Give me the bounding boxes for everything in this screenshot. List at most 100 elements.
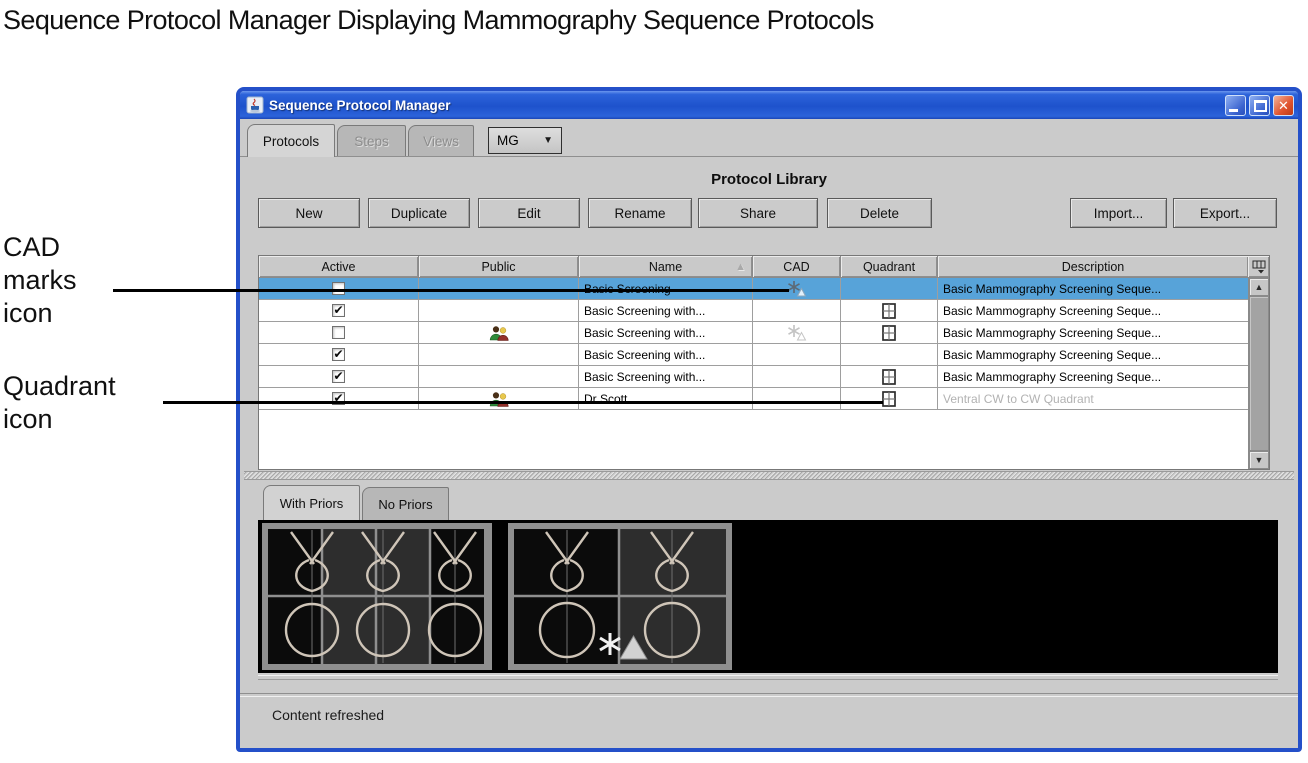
- protocol-table-body: Basic Screening Basic Mammography Screeni…: [259, 278, 1248, 469]
- export-button[interactable]: Export...: [1173, 198, 1277, 228]
- status-message: Content refreshed: [272, 707, 385, 723]
- protocol-library-heading: Protocol Library: [711, 171, 827, 188]
- cell-public: [419, 366, 579, 387]
- cell-description: Basic Mammography Screening Seque...: [943, 325, 1162, 340]
- quadrant-icon: [882, 302, 896, 319]
- cell-active: ✔: [259, 366, 419, 387]
- maximize-button[interactable]: [1249, 94, 1270, 116]
- table-header: Active Public Name ▲ CAD Quadrant Descri…: [259, 256, 1248, 278]
- preview-bottom-groove: [258, 675, 1278, 680]
- preview-cad-marks-icon: [599, 633, 648, 660]
- cell-cad: [753, 344, 841, 365]
- cell-protocol-name: Basic Screening: [579, 278, 753, 299]
- tab-no-priors[interactable]: No Priors: [362, 487, 449, 520]
- cell-quadrant: [841, 278, 938, 299]
- cell-public: [419, 388, 579, 409]
- public-users-icon: [489, 391, 509, 407]
- callout-cad-marks: CAD marks icon: [3, 231, 77, 330]
- close-button[interactable]: ✕: [1273, 94, 1294, 116]
- hanging-protocol-preview: [258, 520, 1278, 673]
- cell-quadrant: [841, 388, 938, 409]
- column-header-name[interactable]: Name ▲: [579, 256, 753, 278]
- tab-steps: Steps: [337, 125, 406, 157]
- callout-cad-line-1: CAD: [3, 232, 61, 262]
- cell-protocol-name: Basic Screening with...: [579, 344, 753, 365]
- cell-protocol-name: Dr Scott: [579, 388, 753, 409]
- tab-with-priors[interactable]: With Priors: [263, 485, 360, 520]
- cell-description: Basic Mammography Screening Seque...: [943, 369, 1162, 384]
- cell-description: Basic Mammography Screening Seque...: [943, 281, 1162, 296]
- checkbox-checked[interactable]: ✔: [332, 347, 345, 361]
- scrollbar-thumb[interactable]: [1249, 296, 1269, 451]
- table-settings-button[interactable]: [1248, 256, 1269, 278]
- cell-cad: [753, 322, 841, 343]
- column-header-cad[interactable]: CAD: [753, 256, 841, 278]
- cell-cad: [753, 366, 841, 387]
- cell-protocol-name: Basic Screening with...: [579, 322, 753, 343]
- quadrant-icon: [882, 390, 896, 407]
- cell-protocol-name: Basic Screening with...: [579, 366, 753, 387]
- cell-active: ✔: [259, 300, 419, 321]
- table-row[interactable]: Basic Screening with... Basic Mammography…: [259, 322, 1248, 344]
- public-users-icon: [489, 325, 509, 341]
- table-settings-icon: [1252, 260, 1265, 273]
- duplicate-button[interactable]: Duplicate: [368, 198, 470, 228]
- splitter-handle[interactable]: [244, 471, 1294, 480]
- tab-views: Views: [408, 125, 474, 157]
- sequence-protocol-manager-window: Sequence Protocol Manager ✕ Protocols St…: [236, 87, 1302, 752]
- checkbox-checked[interactable]: ✔: [332, 303, 345, 317]
- preview-panel-current: [508, 523, 732, 670]
- quadrant-icon: [882, 324, 896, 341]
- cell-description: Ventral CW to CW Quadrant: [943, 391, 1094, 406]
- table-row[interactable]: ✔ Dr Scott Ventral CW to CW Quadrant: [259, 388, 1248, 410]
- table-row[interactable]: ✔ Basic Screening with... Basic Mammograph…: [259, 344, 1248, 366]
- checkbox-unchecked[interactable]: [332, 326, 345, 339]
- callout-quadrant: Quadrant icon: [3, 370, 116, 436]
- preview-panel-priors: [262, 523, 492, 670]
- scroll-up-icon[interactable]: ▲: [1249, 278, 1269, 296]
- cell-quadrant: [841, 300, 938, 321]
- titlebar[interactable]: Sequence Protocol Manager ✕: [240, 91, 1298, 119]
- import-button[interactable]: Import...: [1070, 198, 1167, 228]
- share-button[interactable]: Share: [698, 198, 818, 228]
- column-header-name-label: Name: [648, 259, 683, 274]
- sort-ascending-icon: ▲: [735, 260, 746, 273]
- tabbar-underline: [240, 156, 1298, 157]
- protocol-table: Active Public Name ▲ CAD Quadrant Descri…: [258, 255, 1270, 470]
- cell-public: [419, 278, 579, 299]
- cell-active: [259, 322, 419, 343]
- chevron-down-icon: ▼: [543, 135, 553, 146]
- cell-cad: [753, 278, 841, 299]
- minimize-button[interactable]: [1225, 94, 1246, 116]
- cell-cad: [753, 300, 841, 321]
- column-header-quadrant[interactable]: Quadrant: [841, 256, 938, 278]
- modality-dropdown[interactable]: MG ▼: [488, 127, 562, 154]
- callout-pointer-cad: [113, 289, 789, 292]
- vertical-scrollbar[interactable]: ▲ ▼: [1248, 278, 1269, 469]
- new-button[interactable]: New: [258, 198, 360, 228]
- preview-canvas: [258, 520, 1278, 673]
- callout-pointer-quadrant: [163, 401, 883, 404]
- scroll-down-icon[interactable]: ▼: [1249, 451, 1269, 469]
- cad-marks-icon: [787, 325, 806, 341]
- cell-active: ✔: [259, 388, 419, 409]
- java-app-icon: [246, 96, 264, 114]
- column-header-description[interactable]: Description: [938, 256, 1248, 278]
- checkbox-checked[interactable]: ✔: [332, 369, 345, 383]
- callout-quadrant-line-2: icon: [3, 404, 53, 434]
- table-row[interactable]: ✔ Basic Screening with... Basic Mammograph…: [259, 300, 1248, 322]
- column-header-active[interactable]: Active: [259, 256, 419, 278]
- cell-public: [419, 322, 579, 343]
- window-content: Protocols Steps Views MG ▼ Protocol Libr…: [240, 119, 1298, 748]
- cell-quadrant: [841, 322, 938, 343]
- edit-button[interactable]: Edit: [478, 198, 580, 228]
- cell-protocol-name: Basic Screening with...: [579, 300, 753, 321]
- callout-quadrant-line-1: Quadrant: [3, 371, 116, 401]
- rename-button[interactable]: Rename: [588, 198, 692, 228]
- tab-protocols[interactable]: Protocols: [247, 124, 335, 157]
- cell-description: Basic Mammography Screening Seque...: [943, 303, 1162, 318]
- table-row[interactable]: ✔ Basic Screening with... Basic Mammograph…: [259, 366, 1248, 388]
- column-header-public[interactable]: Public: [419, 256, 579, 278]
- delete-button[interactable]: Delete: [827, 198, 932, 228]
